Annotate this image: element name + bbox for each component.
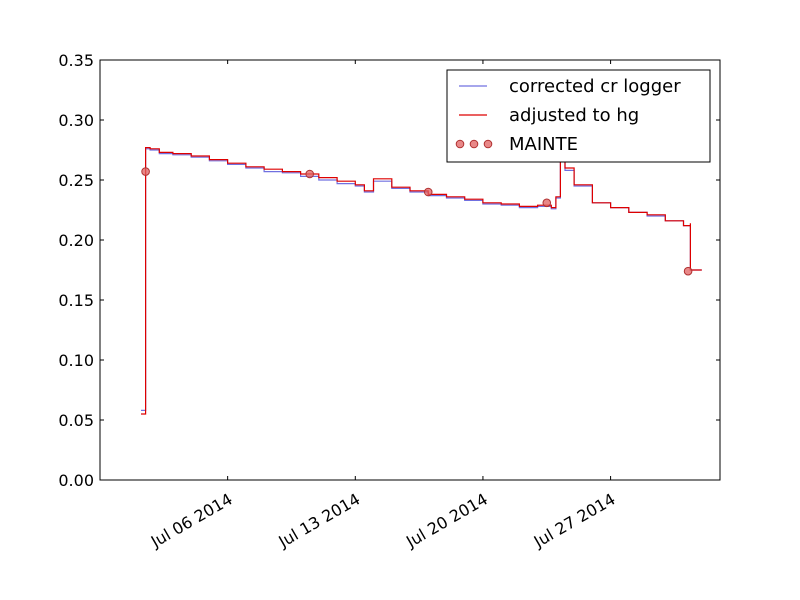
legend-label-0: corrected cr logger [509,76,681,97]
y-tick-label: 0.00 [58,471,94,490]
y-tick-label: 0.25 [58,171,94,190]
legend-swatch-marker [469,139,479,149]
x-tick-label: Jul 20 2014 [402,489,491,551]
y-tick-label: 0.35 [58,51,94,70]
y-tick-label: 0.15 [58,291,94,310]
legend-swatch-marker [455,139,465,149]
mainte-point [683,266,693,276]
mainte-point [423,187,433,197]
y-tick-label: 0.10 [58,351,94,370]
series-layer [141,145,702,415]
x-tick-label: Jul 27 2014 [530,489,619,551]
y-tick-label: 0.30 [58,111,94,130]
mainte-point [305,169,315,179]
legend-label-1: adjusted to hg [509,105,639,126]
y-tick-label: 0.05 [58,411,94,430]
mainte-point [141,167,150,176]
y-tick-label: 0.20 [58,231,94,250]
plot-frame [99,59,721,481]
y-axis: 0.00 0.05 0.10 0.15 0.20 0.25 0.30 0.35 [58,51,720,490]
mainte-point [542,198,552,208]
x-tick-label: Jul 13 2014 [274,489,363,551]
legend-label-2: MAINTE [509,134,578,155]
x-tick-label: Jul 06 2014 [147,489,236,551]
legend: corrected cr logger adjusted to hg MAINTE [446,69,711,163]
legend-swatch-marker [483,139,493,149]
